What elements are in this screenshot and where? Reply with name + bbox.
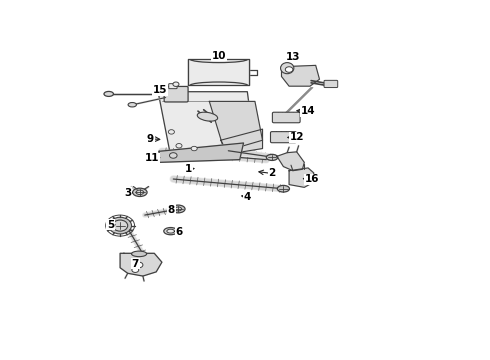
Circle shape [191,146,197,151]
Ellipse shape [167,229,174,233]
Text: 12: 12 [290,132,304,143]
Circle shape [169,130,174,134]
Ellipse shape [164,228,177,235]
FancyBboxPatch shape [272,112,300,123]
Text: 10: 10 [212,51,226,61]
Ellipse shape [136,190,144,194]
Circle shape [176,144,182,148]
Ellipse shape [267,154,278,161]
Ellipse shape [104,91,114,96]
FancyBboxPatch shape [270,132,296,143]
FancyBboxPatch shape [164,86,188,102]
Polygon shape [189,59,249,85]
Ellipse shape [128,103,136,107]
Polygon shape [220,129,263,154]
Text: 9: 9 [147,134,154,144]
Ellipse shape [133,188,147,197]
Text: 2: 2 [269,168,276,179]
Text: 16: 16 [305,174,319,184]
Text: 7: 7 [132,258,139,269]
Text: 4: 4 [244,192,251,202]
Polygon shape [120,253,162,276]
Polygon shape [158,92,255,159]
Circle shape [285,67,293,72]
Circle shape [132,267,139,273]
Text: 6: 6 [175,227,183,237]
Text: 14: 14 [301,106,316,116]
FancyBboxPatch shape [169,84,177,89]
Circle shape [109,217,131,234]
Ellipse shape [131,251,147,257]
Text: 3: 3 [124,188,131,198]
Circle shape [113,220,128,231]
Ellipse shape [277,185,290,192]
Text: 11: 11 [145,153,160,163]
Text: 1: 1 [185,164,192,174]
Polygon shape [209,102,263,151]
Ellipse shape [172,205,185,213]
Text: 13: 13 [286,51,300,62]
Ellipse shape [197,112,218,121]
Polygon shape [277,152,304,171]
Text: 15: 15 [153,85,167,95]
Polygon shape [289,168,314,187]
Text: 8: 8 [168,204,175,215]
FancyBboxPatch shape [324,80,338,87]
Ellipse shape [281,63,294,74]
Ellipse shape [175,207,182,211]
Polygon shape [158,143,244,162]
Circle shape [170,153,177,158]
Text: 5: 5 [107,220,114,230]
Polygon shape [281,66,319,86]
Circle shape [173,82,179,86]
Circle shape [135,262,143,268]
